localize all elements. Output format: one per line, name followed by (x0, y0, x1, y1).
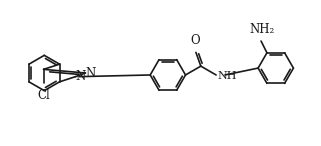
Text: O: O (190, 34, 200, 47)
Text: N: N (75, 70, 85, 83)
Text: NH₂: NH₂ (249, 23, 275, 36)
Text: N: N (85, 66, 95, 80)
Text: Cl: Cl (37, 89, 50, 102)
Text: NH: NH (217, 71, 237, 81)
